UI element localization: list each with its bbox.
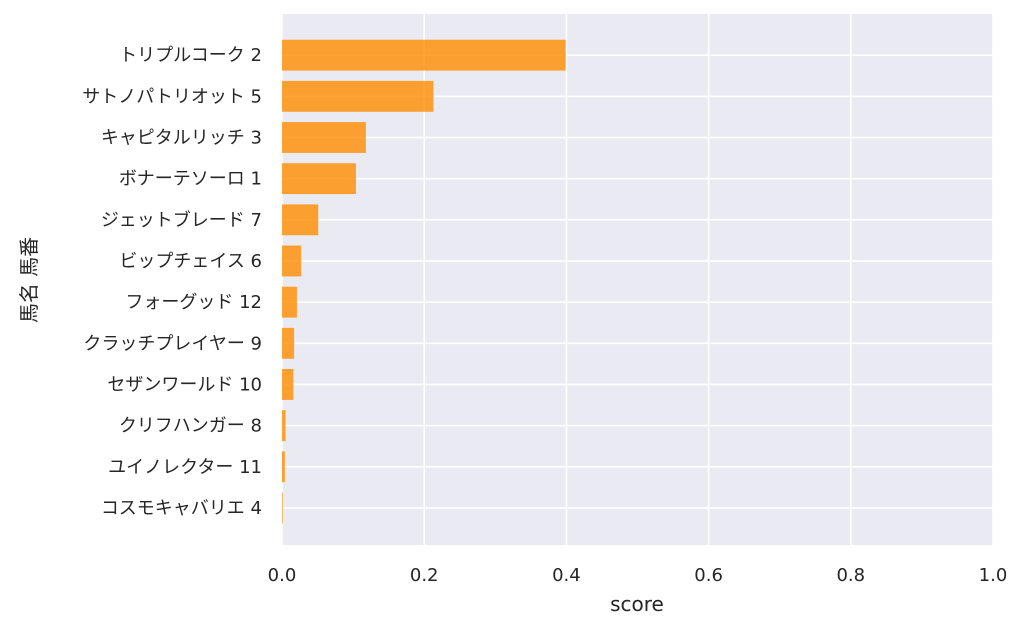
bar [282,80,434,112]
x-axis-label: score [610,592,664,616]
category-label: フォーグッド 12 [125,292,262,313]
x-tick-label: 1.0 [979,565,1008,586]
x-tick-label: 0.4 [552,565,581,586]
x-tick-labels: 0.0 0.2 0.4 0.6 0.8 1.0 [268,565,1008,586]
category-label: キャピタルリッチ 3 [101,127,262,148]
category-label: ユイノレクター 11 [108,457,262,478]
x-tick-label: 0.2 [410,565,439,586]
bar [282,369,294,400]
bar [282,245,302,277]
category-label: サトノパトリオット 5 [82,86,262,107]
category-label: トリプルコーク 2 [119,45,262,66]
category-labels: トリプルコーク 2 サトノパトリオット 5 キャピタルリッチ 3 ボナーテソーロ 1 ジ… [82,45,262,519]
bar [282,327,295,359]
category-label: ボナーテソーロ 1 [119,169,262,190]
bar [282,492,283,524]
bar [282,451,285,483]
bars [282,39,566,524]
bar [282,39,566,71]
x-tick-label: 0.8 [836,565,865,586]
category-label: ビップチェイス 6 [119,251,262,272]
bar [282,122,366,153]
category-label: ジェットブレード 7 [101,209,262,231]
y-axis-label: 馬名 馬番 [17,237,41,323]
x-tick-label: 0.6 [694,565,723,586]
x-tick-label: 0.0 [268,565,297,586]
category-label: クリフハンガー 8 [119,416,262,437]
bar [282,286,297,318]
category-label: コスモキャバリエ 4 [101,498,262,519]
category-label: クラッチプレイヤー 9 [83,333,262,354]
bar [282,204,319,236]
category-label: セザンワールド 10 [107,374,262,395]
bar [282,410,286,442]
bar [282,163,356,195]
